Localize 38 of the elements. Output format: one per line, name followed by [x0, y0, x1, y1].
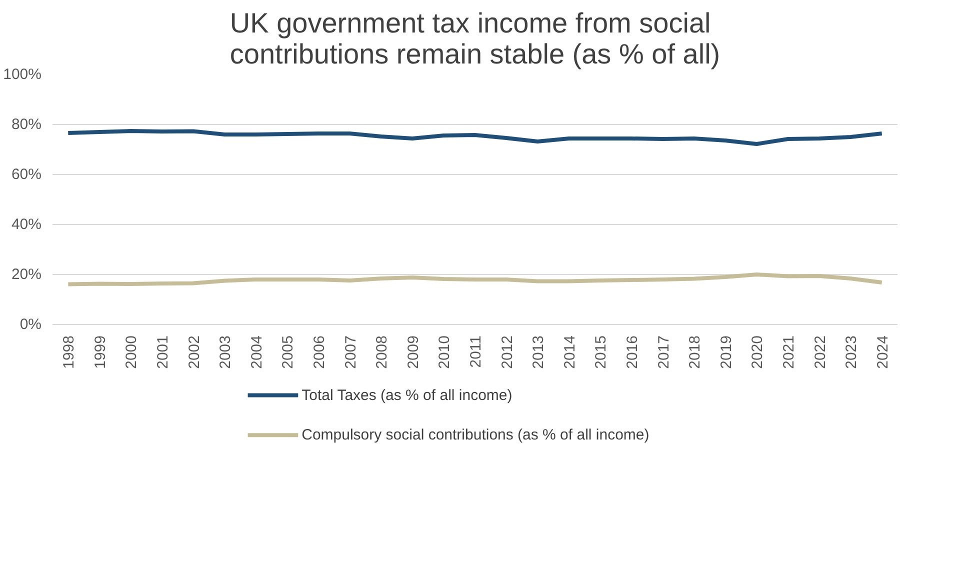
x-tick-label: 2000 — [123, 335, 140, 369]
x-tick-label: 2008 — [374, 335, 391, 369]
x-tick-label: 2018 — [686, 335, 704, 369]
x-tick-label: 2009 — [404, 335, 422, 369]
x-tick-label: 1999 — [92, 335, 109, 369]
x-tick-label: 2022 — [812, 335, 829, 369]
legend-label: Total Taxes (as % of all income) — [302, 386, 512, 404]
x-tick-label: 2006 — [311, 335, 328, 369]
x-tick-label: 2005 — [280, 335, 297, 369]
y-tick-label: 80% — [11, 116, 42, 133]
x-tick-label: 2016 — [624, 335, 641, 369]
x-tick-label: 2019 — [718, 335, 735, 369]
line-series — [66, 272, 884, 286]
x-tick-label: 2011 — [468, 335, 484, 368]
x-tick-label: 2021 — [780, 335, 798, 369]
x-tick-label: 2007 — [342, 335, 360, 369]
x-tick-label: 2024 — [874, 335, 892, 369]
y-tick-label: 40% — [11, 216, 42, 233]
x-tick-label: 2017 — [655, 335, 672, 369]
y-tick-label: 100% — [3, 66, 42, 83]
line-series — [66, 129, 884, 146]
x-tick-label: 2013 — [530, 335, 548, 369]
legend-label: Compulsory social contributions (as % of all income) — [302, 426, 650, 444]
x-tick-label: 2020 — [749, 335, 766, 369]
x-tick-label: 1998 — [60, 335, 78, 369]
x-tick-label: 2001 — [154, 335, 172, 369]
y-tick-label: 20% — [11, 266, 42, 283]
y-tick-label: 0% — [20, 316, 42, 333]
x-tick-label: 2003 — [217, 335, 234, 369]
x-tick-label: 2002 — [186, 335, 203, 369]
x-tick-label: 2015 — [592, 335, 610, 369]
x-tick-label: 2004 — [248, 335, 266, 369]
y-tick-label: 60% — [11, 166, 42, 183]
x-tick-label: 2012 — [498, 335, 516, 369]
chart-title: UK government tax income from social contributions remain stable (as % of all) — [230, 8, 720, 70]
x-tick-label: 2010 — [436, 335, 454, 369]
x-tick-label: 2014 — [561, 335, 578, 369]
x-tick-label: 2023 — [843, 335, 860, 369]
